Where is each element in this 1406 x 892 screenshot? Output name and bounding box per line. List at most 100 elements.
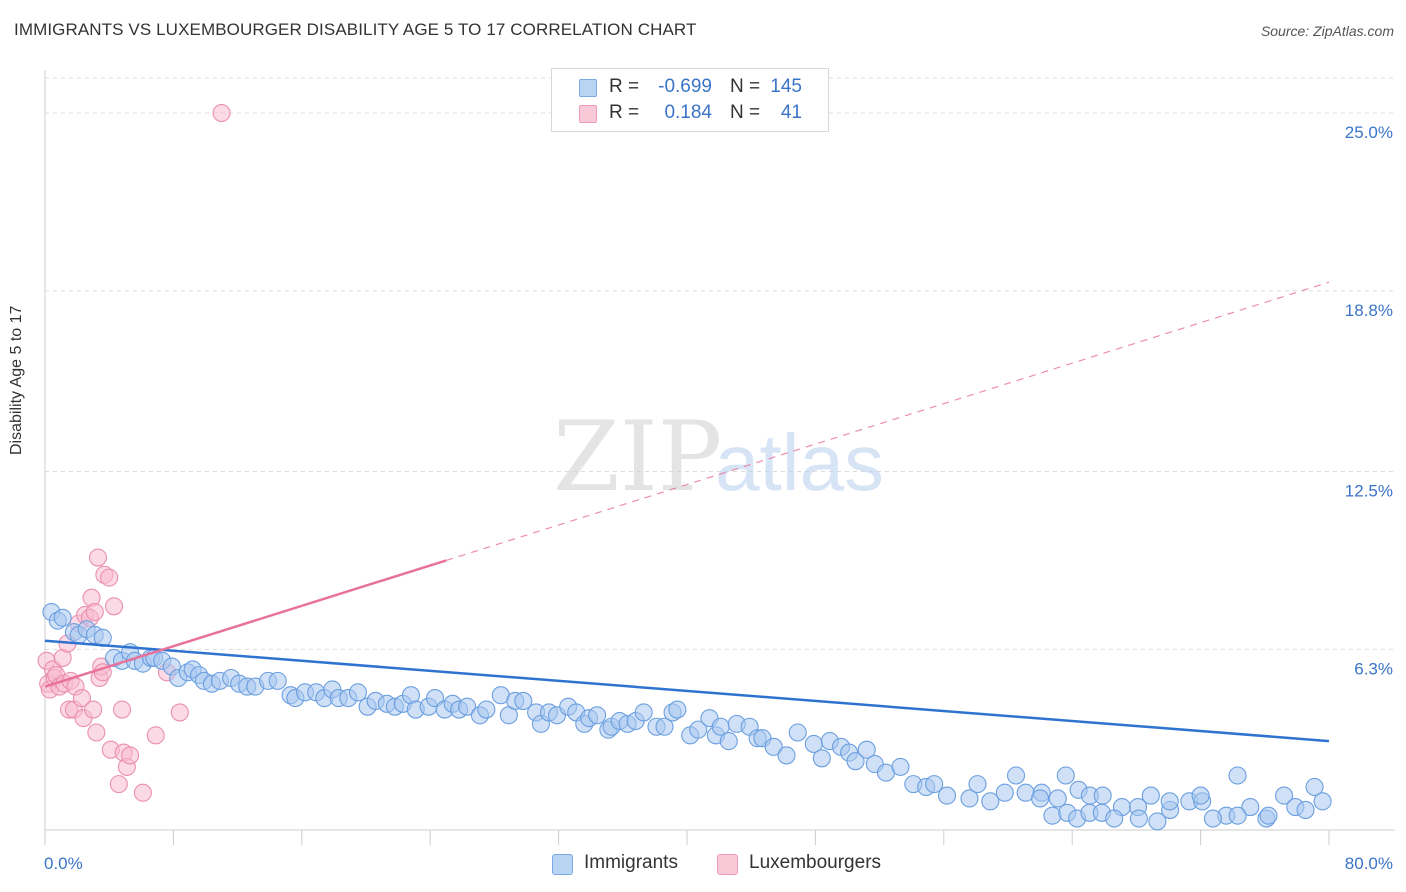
legend-row-immigrants: R = -0.699 N = 145 — [552, 75, 828, 101]
immigrants-point — [1313, 792, 1332, 811]
immigrants-point — [960, 789, 979, 808]
immigrants-point — [937, 786, 957, 805]
y-tick-label: 25.0% — [1345, 123, 1393, 142]
axes — [44, 70, 1395, 845]
immigrants-point — [268, 671, 287, 690]
luxembourgers-point — [88, 548, 108, 567]
n-label: N = — [730, 76, 761, 97]
luxembourgers-point — [170, 703, 189, 722]
immigrants-point — [1048, 789, 1067, 808]
immigrants-point — [634, 703, 653, 722]
immigrants-point — [1148, 812, 1167, 831]
luxembourgers-point — [121, 746, 140, 765]
y-tick-label: 18.8% — [1345, 301, 1393, 320]
immigrants-point — [458, 697, 477, 716]
immigrants-point — [1129, 809, 1148, 828]
immigrants-point — [1006, 766, 1026, 785]
stats-legend: R = -0.699 N = 145 R = 0.184 N = 41 — [551, 68, 829, 132]
immigrants-point — [1191, 786, 1210, 805]
immigrants-point — [925, 775, 944, 794]
immigrants-point — [1141, 786, 1160, 805]
luxembourgers-point — [72, 689, 91, 708]
immigrants-point — [1043, 806, 1062, 825]
immigrants-point — [812, 749, 831, 768]
immigrants-point — [1296, 800, 1315, 819]
series-legend: Immigrants Luxembourgers — [0, 852, 1406, 878]
immigrants-point — [719, 732, 738, 751]
luxembourgers-point — [87, 723, 106, 742]
watermark: ZIP atlas — [553, 401, 884, 513]
luxembourgers-legend-swatch — [717, 854, 738, 875]
luxembourgers-point — [100, 568, 119, 587]
immigrants-point — [348, 683, 368, 702]
x-tick-label: 80.0% — [1345, 854, 1393, 873]
r-label: R = — [609, 76, 640, 97]
immigrants-point — [1105, 809, 1124, 828]
luxembourgers-point — [109, 775, 128, 794]
n-label: N = — [730, 102, 761, 123]
immigrants-point — [1093, 786, 1112, 805]
x-tick-label: 0.0% — [44, 854, 83, 873]
immigrants-point — [857, 740, 876, 759]
r-value: 0.184 — [664, 102, 712, 123]
n-value: 145 — [770, 76, 802, 97]
immigrants-point — [1259, 806, 1278, 825]
chart-title: IMMIGRANTS VS LUXEMBOURGER DISABILITY AG… — [14, 20, 697, 39]
luxembourgers-swatch — [579, 105, 597, 123]
immigrants-point — [764, 737, 783, 756]
immigrants-point — [1241, 798, 1260, 817]
n-value: 41 — [780, 102, 802, 123]
immigrants-point — [689, 720, 708, 739]
luxembourgers-points — [37, 103, 231, 802]
luxembourgers-trend-extension — [446, 281, 1330, 561]
luxembourgers-point — [104, 597, 124, 616]
immigrants-point — [1203, 809, 1222, 828]
immigrants-legend-swatch — [552, 854, 573, 875]
immigrants-point — [477, 700, 496, 719]
trend-lines — [44, 281, 1330, 743]
immigrants-swatch — [579, 79, 597, 97]
luxembourgers-point — [84, 700, 103, 719]
immigrants-point — [1056, 766, 1075, 785]
immigrants-point — [1305, 777, 1324, 797]
y-tick-label: 12.5% — [1345, 482, 1393, 501]
immigrants-point — [514, 691, 533, 710]
immigrants-point — [995, 783, 1014, 802]
immigrants-trend-line — [44, 639, 1330, 743]
gridlines — [45, 77, 1395, 650]
r-label: R = — [609, 102, 640, 123]
y-tick-label: 6.3% — [1354, 659, 1393, 678]
immigrants-points — [42, 602, 1332, 831]
immigrants-point — [668, 700, 687, 719]
immigrants-point — [1275, 786, 1294, 805]
immigrants-point — [788, 723, 807, 742]
watermark-zip: ZIP — [553, 401, 722, 513]
immigrants-point — [655, 717, 674, 736]
immigrants-point — [1160, 792, 1179, 811]
source-credit: Source: ZipAtlas.com — [1260, 23, 1394, 39]
luxembourgers-legend-label: Luxembourgers — [749, 852, 882, 873]
immigrants-point — [1031, 789, 1050, 808]
immigrants-point — [981, 792, 1000, 811]
immigrants-point — [968, 775, 987, 794]
immigrants-point — [777, 746, 796, 765]
immigrants-legend-label: Immigrants — [584, 852, 678, 873]
luxembourgers-point — [133, 783, 152, 802]
watermark-atlas: atlas — [715, 418, 884, 507]
legend-row-luxembourgers: R = 0.184 N = 41 — [552, 101, 828, 127]
luxembourgers-point — [85, 602, 104, 622]
r-value: -0.699 — [658, 76, 712, 97]
immigrants-point — [53, 608, 72, 627]
immigrants-point — [846, 752, 865, 771]
luxembourgers-point — [146, 726, 165, 745]
tick-labels: 6.3% 12.5% 18.8% 25.0% 0.0% 80.0% — [44, 123, 1393, 873]
immigrants-point — [588, 706, 607, 725]
y-axis-label: Disability Age 5 to 17 — [8, 305, 25, 455]
immigrants-point — [1228, 766, 1247, 785]
luxembourgers-point — [112, 700, 132, 719]
immigrants-point — [1228, 806, 1247, 825]
luxembourgers-trend-line — [44, 559, 447, 688]
immigrants-point — [891, 757, 910, 776]
luxembourgers-point — [212, 103, 231, 123]
